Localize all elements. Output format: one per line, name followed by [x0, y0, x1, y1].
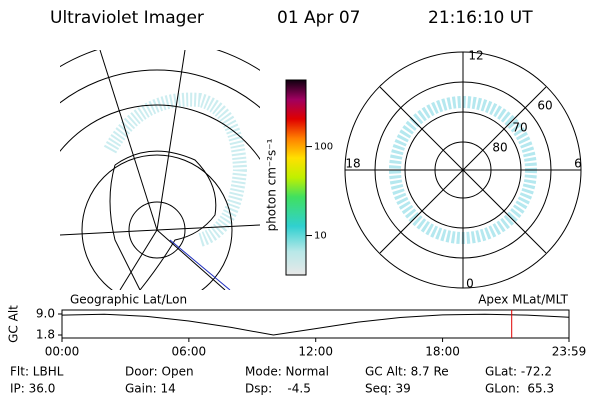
- mlt-label: 12: [468, 49, 483, 63]
- footer-field: Door: Open: [125, 365, 194, 379]
- alt-line: [61, 313, 570, 336]
- y-axis-label: GC Alt: [7, 305, 21, 343]
- mag-polar: [344, 51, 582, 289]
- title: Ultraviolet Imager: [50, 8, 204, 28]
- footer-field: GLon: 65.3: [485, 382, 554, 396]
- footer-field: IP: 36.0: [10, 382, 55, 396]
- x-tick-label: 18:00: [425, 345, 460, 359]
- geo-map: [60, 50, 260, 290]
- colorbar-label: photon cm⁻²s⁻¹: [265, 138, 279, 231]
- mlt-label: 6: [574, 157, 582, 171]
- footer-field: Seq: 39: [365, 382, 411, 396]
- x-tick-label: 06:00: [172, 345, 207, 359]
- footer-field: Gain: 14: [125, 382, 176, 396]
- colorbar-tick-label: 100: [314, 142, 333, 153]
- lat-label: 70: [512, 121, 527, 135]
- footer-field: Flt: LBHL: [10, 365, 64, 379]
- colorbar: [285, 79, 307, 276]
- footer-field: Mode: Normal: [245, 365, 329, 379]
- x-tick-label: 00:00: [45, 345, 80, 359]
- footer-field: Dsp: -4.5: [245, 382, 311, 396]
- right-panel-label: Apex MLat/MLT: [478, 293, 568, 307]
- footer-field: GC Alt: 8.7 Re: [365, 365, 449, 379]
- y-tick-label: 9.0: [36, 307, 55, 321]
- mlt-label: 18: [345, 157, 360, 171]
- colorbar-tick-label: 10: [314, 231, 327, 242]
- footer-field: GLat: -72.2: [485, 365, 552, 379]
- left-panel-label: Geographic Lat/Lon: [70, 293, 187, 307]
- mlt-label: 0: [466, 277, 474, 291]
- time: 21:16:10 UT: [428, 8, 533, 28]
- x-tick-label: 12:00: [298, 345, 333, 359]
- x-tick-label: 23:59: [552, 345, 587, 359]
- lat-label: 80: [492, 141, 507, 155]
- y-tick-label: 1.8: [36, 328, 55, 342]
- date: 01 Apr 07: [277, 8, 360, 28]
- lat-label: 60: [537, 99, 552, 113]
